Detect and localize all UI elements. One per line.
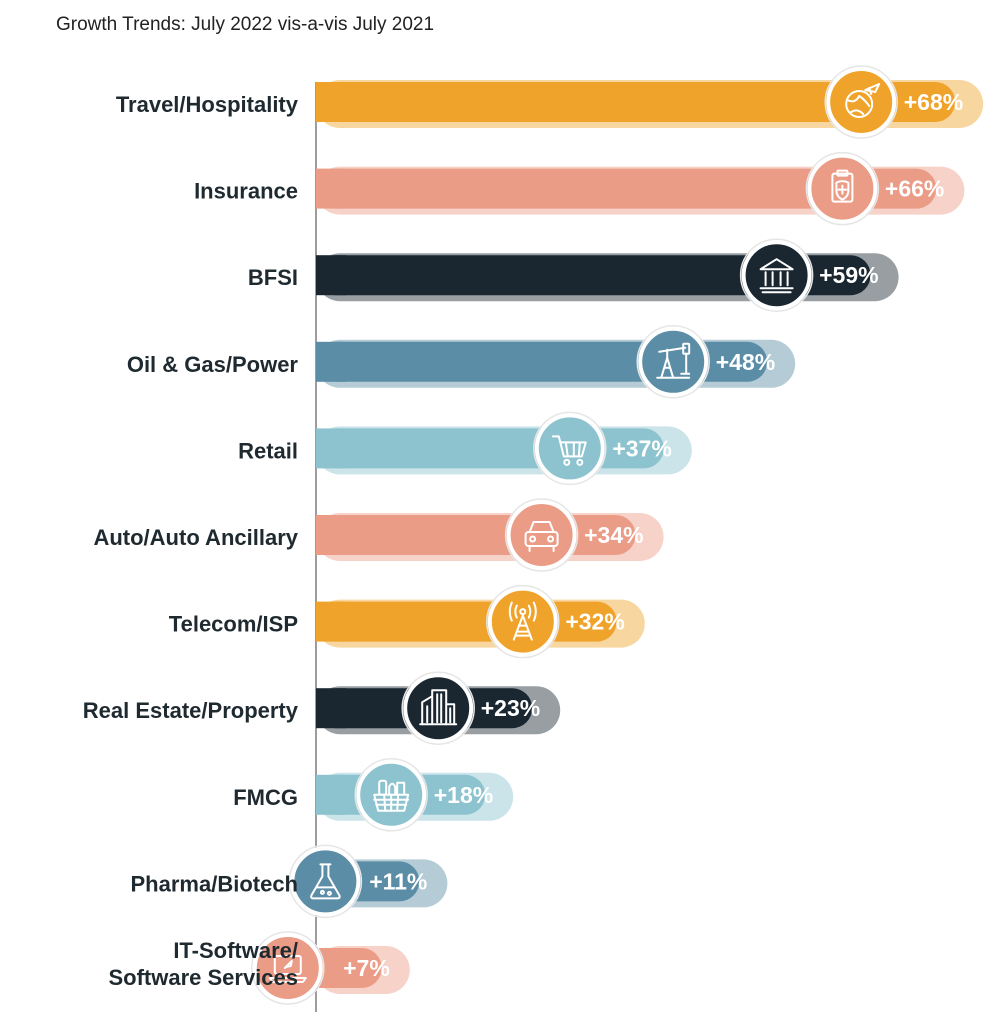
bar-group: +66% Insurance (194, 151, 965, 226)
icon-ring (739, 238, 814, 312)
icon-ring (504, 498, 579, 572)
category-label: Retail (238, 438, 298, 463)
shield-clipboard-icon (831, 169, 854, 203)
bar (316, 255, 871, 296)
bar-base (316, 428, 346, 469)
icon-circle (741, 240, 812, 311)
icon-ring (401, 671, 475, 745)
bar-base (316, 341, 346, 382)
bar-group: +68% Travel/Hospitality (116, 65, 984, 139)
icon-circle (487, 586, 558, 657)
category-label: Pharma/Biotech (131, 871, 299, 896)
icon-ring (824, 65, 898, 139)
category-label: Oil & Gas/Power (127, 352, 299, 377)
bar-base (316, 601, 346, 642)
data-label: +68% (904, 89, 963, 115)
category-label: Insurance (194, 179, 298, 204)
icon-ring (354, 758, 428, 832)
data-label: +11% (369, 868, 427, 894)
category-label: Auto/Auto Ancillary (93, 525, 298, 550)
signal-tower-icon (508, 601, 537, 641)
data-label: +59% (819, 262, 878, 288)
bar-group: +23% Real Estate/Property (83, 671, 561, 745)
chart-title: Growth Trends: July 2022 vis-a-vis July … (56, 14, 435, 35)
buildings-icon (419, 689, 458, 726)
bar-group: +34% Auto/Auto Ancillary (93, 498, 664, 572)
globe-plane-icon (845, 83, 881, 118)
category-label: FMCG (233, 785, 298, 810)
icon-ring (533, 411, 607, 486)
data-label: +18% (434, 782, 493, 808)
bar-base (316, 774, 346, 815)
bar-group: +18% FMCG (233, 758, 514, 832)
oil-pump-icon (656, 342, 691, 379)
category-label: Real Estate/Property (83, 698, 299, 723)
bar-base (316, 688, 346, 729)
bar-base (316, 515, 346, 555)
icon-ring (486, 584, 560, 659)
bar-group: +32% Telecom/ISP (169, 584, 645, 659)
icon-circle (252, 933, 323, 1003)
bar-group: +37% Retail (238, 411, 692, 486)
shopping-cart-icon (551, 435, 587, 466)
category-label: IT-Software/Software Services (108, 938, 298, 990)
bank-icon (759, 258, 794, 294)
icon-ring (805, 151, 880, 226)
flask-icon (310, 863, 341, 900)
data-label: +66% (885, 176, 944, 202)
icon-circle (826, 67, 897, 137)
icon-ring (251, 931, 325, 1005)
bar (316, 168, 937, 209)
category-label: BFSI (248, 265, 298, 290)
data-label: +37% (612, 435, 671, 461)
bar-base (316, 168, 346, 209)
icon-circle (506, 500, 577, 570)
laptop-icon (268, 955, 307, 983)
bar-group: +59% BFSI (248, 238, 899, 312)
icon-ring (288, 844, 363, 919)
category-label: Telecom/ISP (169, 612, 298, 637)
grocery-basket-icon (373, 779, 410, 812)
bar-base (316, 82, 346, 122)
bar (316, 82, 956, 122)
icon-circle (534, 413, 605, 484)
bar-group: +11% Pharma/Biotech (131, 844, 448, 919)
bar-base (316, 255, 346, 296)
data-label: +34% (584, 522, 643, 548)
car-icon (524, 521, 559, 552)
icon-ring (636, 325, 710, 399)
icon-circle (638, 326, 709, 397)
bar-group: +7% IT-Software/Software Services (108, 931, 410, 1005)
data-label: +48% (716, 349, 775, 375)
data-label: +7% (343, 955, 390, 981)
category-label: Travel/Hospitality (116, 92, 299, 117)
icon-circle (290, 846, 361, 917)
bar-group: +48% Oil & Gas/Power (127, 325, 796, 399)
data-label: +32% (565, 609, 624, 635)
data-label: +23% (481, 695, 540, 721)
